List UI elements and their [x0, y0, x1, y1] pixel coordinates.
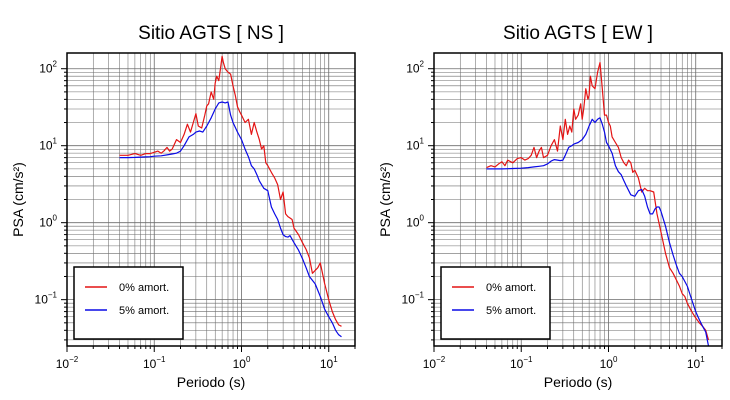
x-tick-base: 10: [423, 357, 437, 371]
y-tick-exp: −1: [415, 291, 425, 300]
x-axis-label: Periodo (s): [544, 374, 612, 390]
y-tick-base: 10: [402, 293, 416, 307]
x-tick-exp: 0: [246, 355, 251, 364]
y-tick-base: 10: [39, 216, 53, 230]
legend-label-undamped: 0% amort.: [119, 282, 169, 294]
y-tick-label: 10−1: [35, 291, 58, 307]
y-tick-label: 10−1: [402, 291, 425, 307]
x-tick-label: 10−1: [510, 355, 533, 371]
x-tick-exp: −2: [69, 355, 79, 364]
series-line-undamped: [119, 55, 342, 327]
x-tick-exp: 0: [613, 355, 618, 364]
x-tick-base: 10: [600, 357, 614, 371]
legend: 0% amort. 5% amort.: [440, 266, 551, 340]
y-tick-label: 102: [406, 60, 424, 76]
chart-title: Sitio AGTS [ EW ]: [503, 23, 653, 44]
y-tick-base: 10: [406, 139, 420, 153]
y-tick-exp: 1: [53, 137, 58, 146]
x-tick-exp: 1: [700, 355, 705, 364]
x-tick-label: 10−2: [56, 355, 79, 371]
y-tick-base: 10: [39, 139, 53, 153]
x-tick-label: 10−1: [143, 355, 166, 371]
x-tick-exp: −1: [523, 355, 533, 364]
x-tick-exp: −1: [156, 355, 166, 364]
y-tick-exp: 0: [420, 214, 425, 223]
x-tick-base: 10: [687, 357, 701, 371]
y-tick-base: 10: [406, 216, 420, 230]
x-tick-label: 100: [600, 355, 618, 371]
y-tick-base: 10: [406, 62, 420, 76]
legend-box: [440, 266, 551, 340]
y-tick-exp: 0: [53, 214, 58, 223]
series-line-damped: [486, 117, 710, 347]
x-tick-base: 10: [320, 357, 334, 371]
y-tick-exp: 2: [53, 60, 58, 69]
x-tick-label: 100: [233, 355, 251, 371]
x-tick-base: 10: [56, 357, 70, 371]
x-tick-label: 101: [320, 355, 338, 371]
y-tick-label: 100: [39, 214, 57, 230]
x-tick-base: 10: [143, 357, 157, 371]
x-tick-label: 101: [687, 355, 705, 371]
y-tick-exp: 2: [420, 60, 425, 69]
y-tick-base: 10: [35, 293, 49, 307]
series-line-undamped: [486, 61, 710, 341]
legend-label-undamped: 0% amort.: [486, 282, 536, 294]
x-tick-label: 10−2: [423, 355, 446, 371]
series-line-damped: [119, 101, 342, 338]
legend-box: [73, 266, 184, 340]
y-tick-label: 101: [39, 137, 57, 153]
x-axis-label: Periodo (s): [177, 374, 245, 390]
x-tick-exp: 1: [333, 355, 338, 364]
y-tick-exp: −1: [48, 291, 58, 300]
legend: 0% amort. 5% amort.: [73, 266, 184, 340]
y-axis-label: PSA (cm/s²): [377, 162, 393, 237]
legend-label-damped: 5% amort.: [119, 305, 169, 317]
y-tick-base: 10: [39, 62, 53, 76]
x-tick-base: 10: [233, 357, 247, 371]
y-tick-label: 102: [39, 60, 57, 76]
x-tick-base: 10: [510, 357, 524, 371]
y-tick-label: 101: [406, 137, 424, 153]
grid: [66, 53, 356, 346]
y-tick-exp: 1: [420, 137, 425, 146]
y-axis-label: PSA (cm/s²): [10, 162, 26, 237]
legend-label-damped: 5% amort.: [486, 305, 536, 317]
y-tick-label: 100: [406, 214, 424, 230]
x-tick-exp: −2: [436, 355, 446, 364]
chart-title: Sitio AGTS [ NS ]: [138, 23, 284, 44]
